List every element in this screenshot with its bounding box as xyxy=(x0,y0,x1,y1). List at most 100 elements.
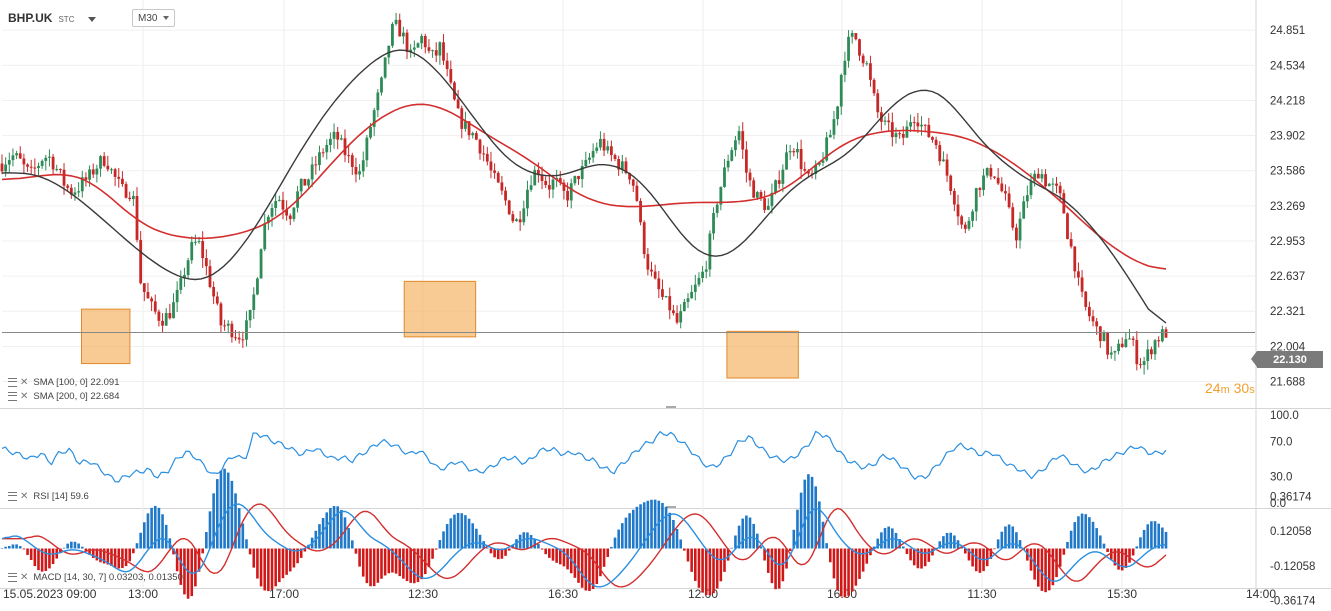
macd-bar xyxy=(1015,532,1018,549)
candle-body xyxy=(723,167,726,187)
candle xyxy=(1033,170,1037,187)
rsi-tick-label: 30.0 xyxy=(1270,472,1292,484)
macd-bar xyxy=(573,548,577,578)
candle-body xyxy=(175,289,179,303)
macd-bar xyxy=(267,548,270,592)
candle xyxy=(212,281,216,305)
candle xyxy=(482,145,486,162)
y-tick-label: 22.004 xyxy=(1270,341,1306,353)
candle-body xyxy=(529,185,533,190)
candle-body xyxy=(595,147,599,151)
candle-body xyxy=(704,269,708,272)
menu-icon[interactable] xyxy=(8,573,17,582)
menu-icon[interactable] xyxy=(8,392,17,401)
candle xyxy=(241,331,245,348)
symbol-selector[interactable]: BHP.UK STC xyxy=(8,8,97,28)
macd-bar xyxy=(580,548,584,588)
macd-bar xyxy=(453,514,456,549)
candle xyxy=(734,135,737,157)
candle xyxy=(1018,211,1022,249)
candle xyxy=(993,176,996,180)
macd-bar xyxy=(442,531,445,549)
candle-body xyxy=(329,138,332,145)
candle xyxy=(865,60,869,66)
macd-bar xyxy=(1099,535,1102,549)
candle-body xyxy=(938,145,942,162)
chevron-down-icon[interactable] xyxy=(88,16,97,22)
candle xyxy=(190,236,194,264)
macd-bar xyxy=(369,548,372,587)
candle-body xyxy=(164,313,168,326)
macd-bar xyxy=(391,548,394,573)
candle-body xyxy=(423,36,427,48)
macd-bar xyxy=(449,518,453,549)
macd-bar xyxy=(529,535,533,549)
pane-resize-handle[interactable] xyxy=(666,406,676,408)
candle xyxy=(474,130,478,141)
candle-body xyxy=(1164,329,1168,338)
macd-bar xyxy=(157,507,161,549)
menu-icon[interactable] xyxy=(8,378,17,387)
macd-bar xyxy=(938,541,942,549)
close-icon[interactable]: ✕ xyxy=(20,377,29,388)
macd-bar xyxy=(460,513,464,549)
menu-icon[interactable] xyxy=(8,492,17,501)
candle-body xyxy=(40,160,44,166)
y-tick-label: 23.269 xyxy=(1270,201,1305,213)
candle xyxy=(263,213,267,252)
candle xyxy=(1150,346,1153,360)
timeframe-dropdown[interactable]: M30 xyxy=(132,9,176,27)
macd-bar xyxy=(1018,540,1022,549)
x-tick-label: 12:30 xyxy=(408,587,438,601)
candle xyxy=(609,140,613,162)
candle xyxy=(671,304,675,316)
candle-body xyxy=(774,180,777,193)
candle-body xyxy=(99,156,102,169)
candle-body xyxy=(387,45,391,58)
chevron-down-icon[interactable] xyxy=(163,16,170,20)
candle xyxy=(310,156,314,188)
close-icon[interactable]: ✕ xyxy=(20,572,29,583)
candle-body xyxy=(963,224,967,229)
candle xyxy=(347,145,351,164)
candle xyxy=(131,191,135,206)
candle-body xyxy=(325,144,329,153)
pane-resize-handle[interactable] xyxy=(666,506,676,508)
macd-bar xyxy=(230,480,234,549)
close-icon[interactable]: ✕ xyxy=(20,491,29,502)
candle xyxy=(551,174,555,199)
macd-bar xyxy=(336,506,339,549)
macd-bar xyxy=(726,548,730,561)
candle xyxy=(577,175,580,185)
macd-bar xyxy=(595,548,599,585)
candle xyxy=(157,309,161,327)
candle xyxy=(270,203,274,227)
candle xyxy=(854,33,858,41)
macd-bar xyxy=(475,528,478,549)
candle-body xyxy=(252,294,256,310)
macd-bar xyxy=(967,548,971,561)
candle xyxy=(186,257,190,280)
candle-body xyxy=(602,139,606,151)
candle-body xyxy=(372,110,376,127)
candle xyxy=(485,146,489,166)
macd-bar xyxy=(712,548,715,594)
macd-bar xyxy=(730,547,734,549)
candle-body xyxy=(135,195,139,240)
macd-bar xyxy=(920,548,923,569)
candle xyxy=(7,152,11,173)
x-tick-label: 15:30 xyxy=(1107,587,1137,601)
candle xyxy=(843,51,847,83)
candle xyxy=(84,172,88,187)
macd-bar xyxy=(197,548,201,572)
macd-bar xyxy=(631,509,635,549)
macd-bar xyxy=(832,548,836,579)
macd-bar xyxy=(1073,522,1077,549)
candle xyxy=(803,161,807,173)
candle xyxy=(1109,346,1113,359)
macd-bar xyxy=(836,548,839,591)
close-icon[interactable]: ✕ xyxy=(20,391,29,402)
candle-body xyxy=(912,122,916,124)
macd-bar xyxy=(544,548,547,555)
